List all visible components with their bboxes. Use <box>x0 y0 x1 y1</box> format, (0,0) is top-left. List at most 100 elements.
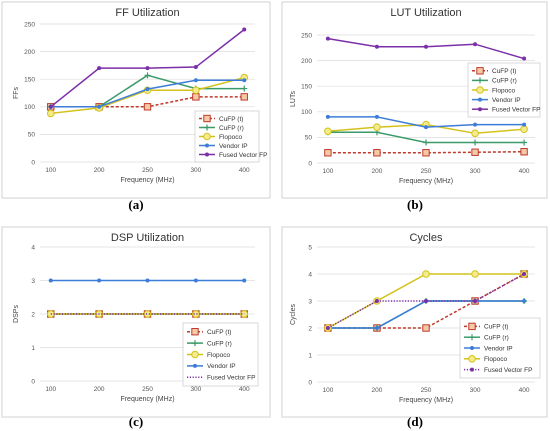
data-point <box>522 299 527 303</box>
series-fused-vector-fp <box>325 36 527 61</box>
panel-caption: (a) <box>128 197 143 212</box>
x-tick-label: 250 <box>142 167 153 174</box>
legend-marker <box>468 355 476 363</box>
y-tick-label: 2 <box>308 325 312 332</box>
y-tick-label: 3 <box>31 278 35 285</box>
data-point <box>522 56 527 61</box>
legend-marker <box>469 334 475 341</box>
data-point <box>324 127 332 136</box>
x-tick-label: 200 <box>372 168 383 175</box>
data-point <box>97 66 102 71</box>
data-point <box>423 139 429 146</box>
x-tick-label: 300 <box>190 167 201 174</box>
data-point <box>46 109 55 118</box>
y-tick-label: 200 <box>24 49 35 56</box>
legend-label: Fused Vector FP <box>484 367 532 374</box>
series-line <box>327 150 525 154</box>
data-point <box>143 103 152 111</box>
legend-marker <box>470 367 474 372</box>
y-tick-label: 50 <box>305 135 313 142</box>
legend-label: CuFP (r) <box>219 125 244 132</box>
data-point <box>145 278 150 283</box>
y-tick-label: 0 <box>308 379 312 386</box>
chart-title: FF Utilization <box>115 7 179 19</box>
chart-panel-ff-utilization: FF Utilization 0 50 100 150 200 250 100 200 250 30… <box>1 1 271 212</box>
y-tick-label: 0 <box>31 378 35 385</box>
data-point <box>242 78 247 83</box>
y-tick-label: 200 <box>301 58 312 65</box>
data-point <box>193 278 198 283</box>
legend-marker <box>478 97 482 102</box>
x-tick-label: 250 <box>421 168 432 175</box>
x-tick-label: 100 <box>322 387 333 394</box>
data-point <box>374 114 379 119</box>
data-point <box>422 149 430 157</box>
chart-title: LUT Utilization <box>390 7 461 19</box>
data-point <box>424 299 428 303</box>
series-flopoco <box>324 120 528 138</box>
y-tick-label: 250 <box>301 32 312 39</box>
data-point <box>374 44 379 49</box>
data-point <box>325 326 330 330</box>
y-tick-label: 50 <box>28 132 36 139</box>
series-vendor-ip <box>48 278 247 283</box>
y-axis-label: FFs <box>13 86 20 99</box>
legend-marker <box>191 350 199 359</box>
y-tick-label: 5 <box>308 244 312 251</box>
y-tick-label: 4 <box>31 244 35 251</box>
legend-marker <box>468 322 476 331</box>
chart-title: Cycles <box>409 232 443 244</box>
data-point <box>145 66 150 71</box>
chart-panel-dsp-utilization: DSP Utilization 0 1 2 3 4 100 200 250 300 400 Frequ… <box>1 226 271 429</box>
y-axis-label: Cycles <box>290 304 297 326</box>
legend-label: CuFP (r) <box>492 78 517 85</box>
data-point <box>144 72 151 79</box>
y-tick-label: 150 <box>301 84 312 91</box>
x-tick-label: 250 <box>421 387 432 394</box>
y-tick-label: 250 <box>24 21 35 28</box>
data-point <box>324 149 332 157</box>
legend-marker <box>205 143 209 148</box>
data-point <box>422 270 430 278</box>
legend-label: Fused Vector FP <box>219 152 267 159</box>
chart-title: DSP Utilization <box>111 232 184 244</box>
legend-marker <box>193 363 197 368</box>
legend: CuFP (t) CuFP (r) Flopoco Vendor IP Fused Ve… <box>194 110 267 163</box>
data-point <box>325 36 330 41</box>
legend-label: CuFP (t) <box>219 116 243 123</box>
data-point <box>520 125 528 134</box>
chart-panel-cycles: Cycles 0 1 2 3 4 5 100 200 250 300 400 Frequency (MH… <box>281 226 548 429</box>
legend-label: Fused Vector FP <box>492 107 540 114</box>
data-point <box>97 278 102 283</box>
x-tick-label: 200 <box>94 386 105 393</box>
x-tick-label: 100 <box>45 167 56 174</box>
y-axis-label: DSPs <box>13 305 20 323</box>
x-tick-label: 200 <box>94 167 105 174</box>
y-tick-label: 4 <box>308 271 312 278</box>
legend-marker <box>205 152 209 157</box>
data-point <box>522 122 527 127</box>
x-tick-label: 300 <box>190 386 201 393</box>
chart-panel-lut-utilization: LUT Utilization 0 50 100 150 200 250 100 200 250 3… <box>281 1 548 212</box>
data-point <box>424 44 428 49</box>
legend-marker <box>476 86 484 94</box>
panel-caption: (c) <box>129 414 143 429</box>
legend-marker <box>203 132 211 141</box>
x-axis-label: Frequency (MHz) <box>120 177 174 184</box>
data-point <box>241 85 248 92</box>
legend-label: Flopoco <box>484 356 508 363</box>
x-tick-label: 400 <box>239 386 250 393</box>
legend-label: Flopoco <box>219 134 243 141</box>
data-point <box>374 326 379 330</box>
legend-label: Fused Vector FP <box>207 375 255 382</box>
legend-marker <box>477 77 483 84</box>
series-vendor-ip <box>325 114 527 130</box>
legend-label: Vendor IP <box>219 143 248 150</box>
legend-marker <box>204 124 210 131</box>
data-point <box>422 324 430 332</box>
legend: CuFP (t) CuFP (r) Flopoco Vendor IP Fused Ve… <box>467 62 540 118</box>
legend-marker <box>192 340 198 347</box>
data-point <box>97 104 102 109</box>
x-tick-label: 400 <box>519 387 530 394</box>
